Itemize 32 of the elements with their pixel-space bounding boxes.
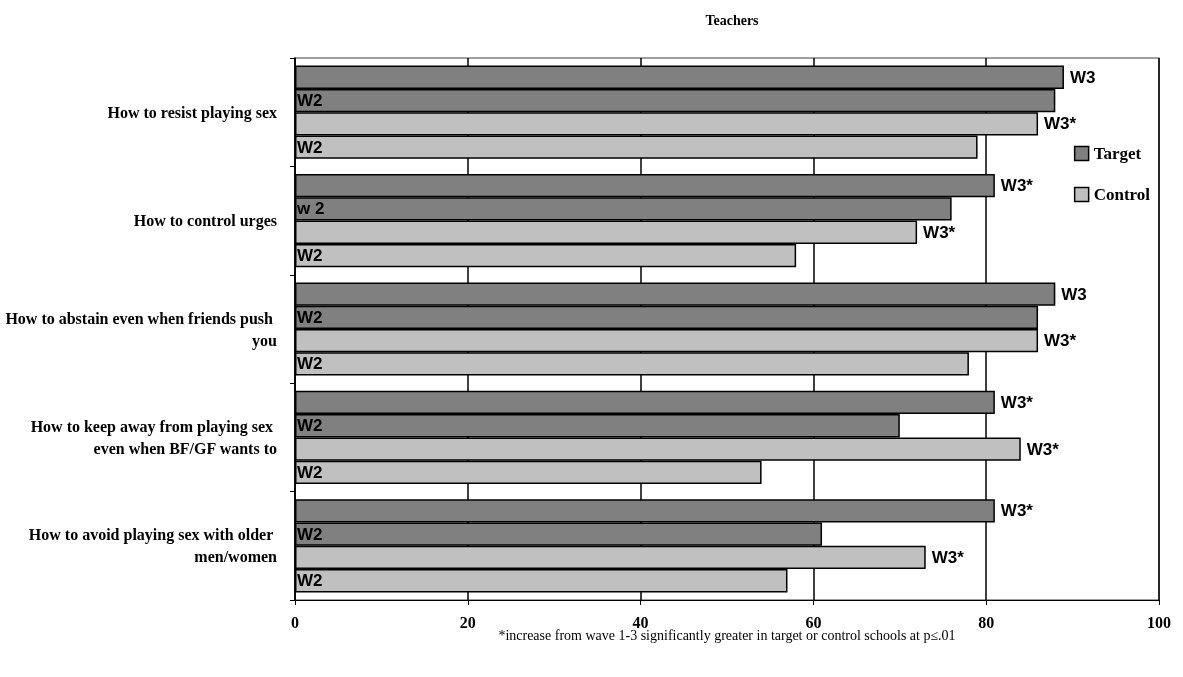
data-label: W2	[297, 354, 323, 374]
legend-label: Target	[1093, 144, 1142, 163]
data-label: W3*	[1044, 331, 1077, 351]
data-label: W3*	[931, 547, 965, 567]
y-tick-label: How to resist playing sex	[107, 103, 277, 122]
data-label: W3*	[1000, 176, 1034, 196]
data-label: W2	[297, 571, 323, 591]
data-label: W3*	[923, 222, 956, 242]
data-label: W3*	[1000, 392, 1034, 412]
chart-title: Teachers	[705, 12, 760, 28]
y-tick-label: How to abstain even when friends push you	[5, 309, 278, 350]
x-tick-label: 20	[459, 613, 476, 631]
data-label: W2	[297, 246, 323, 266]
data-label: W2	[297, 137, 323, 157]
data-label: W2	[297, 524, 323, 544]
legend-label: Control	[1093, 185, 1151, 204]
data-label: W3	[1061, 284, 1087, 304]
y-tick-label: How to control urges	[133, 212, 277, 231]
y-tick-label: How to keep away from playing sex even when BF/GF wants to	[30, 417, 277, 457]
data-label: W2	[297, 462, 323, 482]
data-label: w 2	[296, 199, 325, 219]
data-label: W3*	[1044, 114, 1077, 134]
data-label: W2	[297, 416, 323, 436]
data-label: W2	[297, 307, 323, 327]
data-label: W2	[297, 91, 323, 111]
x-tick-label: 100	[1147, 613, 1171, 631]
x-tick-label: 80	[978, 613, 995, 631]
data-label: W3	[1069, 67, 1096, 87]
y-tick-label: How to avoid playing sex with older men/women	[28, 526, 278, 566]
x-tick-label: 0	[291, 613, 299, 631]
data-label: W3*	[1026, 439, 1060, 459]
data-label: W3*	[1000, 501, 1034, 521]
